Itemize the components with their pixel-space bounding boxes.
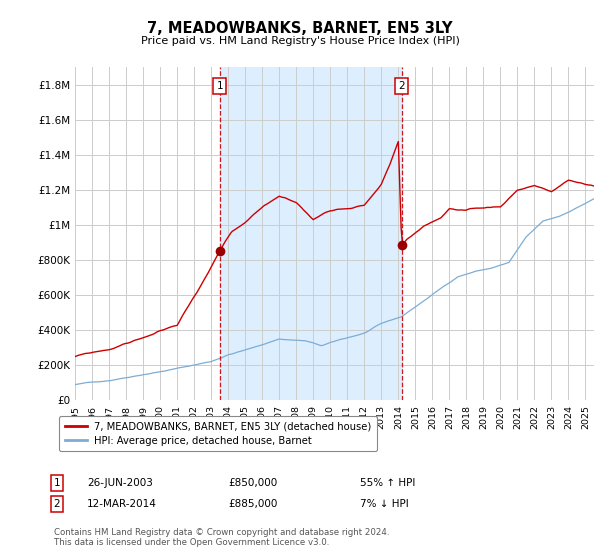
Text: 1: 1 <box>53 478 61 488</box>
Text: 55% ↑ HPI: 55% ↑ HPI <box>360 478 415 488</box>
Text: 2: 2 <box>53 499 61 509</box>
Text: 1: 1 <box>217 81 223 91</box>
Text: 7% ↓ HPI: 7% ↓ HPI <box>360 499 409 509</box>
Text: Price paid vs. HM Land Registry's House Price Index (HPI): Price paid vs. HM Land Registry's House … <box>140 36 460 46</box>
Text: 26-JUN-2003: 26-JUN-2003 <box>87 478 153 488</box>
Text: £885,000: £885,000 <box>228 499 277 509</box>
Legend: 7, MEADOWBANKS, BARNET, EN5 3LY (detached house), HPI: Average price, detached h: 7, MEADOWBANKS, BARNET, EN5 3LY (detache… <box>59 416 377 451</box>
Text: 12-MAR-2014: 12-MAR-2014 <box>87 499 157 509</box>
Text: £850,000: £850,000 <box>228 478 277 488</box>
Text: 7, MEADOWBANKS, BARNET, EN5 3LY: 7, MEADOWBANKS, BARNET, EN5 3LY <box>147 21 453 36</box>
Bar <box>220 67 402 400</box>
Text: Contains HM Land Registry data © Crown copyright and database right 2024.
This d: Contains HM Land Registry data © Crown c… <box>54 528 389 547</box>
Text: 2: 2 <box>398 81 405 91</box>
